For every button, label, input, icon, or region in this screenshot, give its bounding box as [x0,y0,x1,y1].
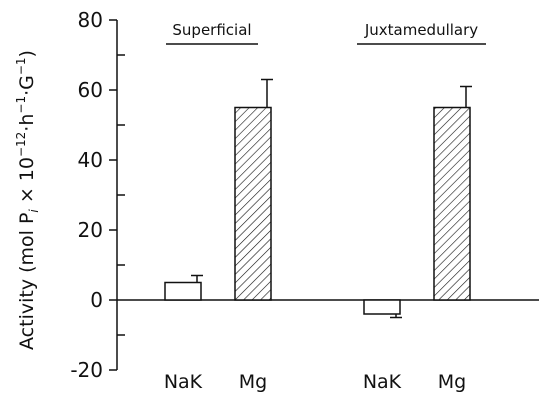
group-label: Juxtamedullary [364,21,478,39]
category-labels: NaK Mg NaK Mg [164,371,466,393]
bar-juxtamedullary-mg [433,106,471,301]
y-tick-label: -20 [70,358,103,382]
bar-superficial-nak [164,281,202,301]
y-tick-label: 40 [78,148,103,172]
category-label: Mg [438,371,466,393]
group-labels: Superficial Juxtamedullary [166,21,486,45]
y-tick-label: 80 [78,8,103,32]
category-label: NaK [363,371,402,393]
bars [164,78,472,319]
y-tick-label: 60 [78,78,103,102]
bar-superficial-mg [234,106,272,301]
y-tick-label: 20 [78,218,103,242]
y-tick-label: 0 [90,288,103,312]
bar-juxtamedullary-nak [363,299,401,315]
category-label: NaK [164,371,203,393]
group-label: Superficial [172,21,251,39]
category-label: Mg [239,371,267,393]
y-axis-title: Activity (mol Pi × 10−12·h−1·G−1) [14,50,41,350]
